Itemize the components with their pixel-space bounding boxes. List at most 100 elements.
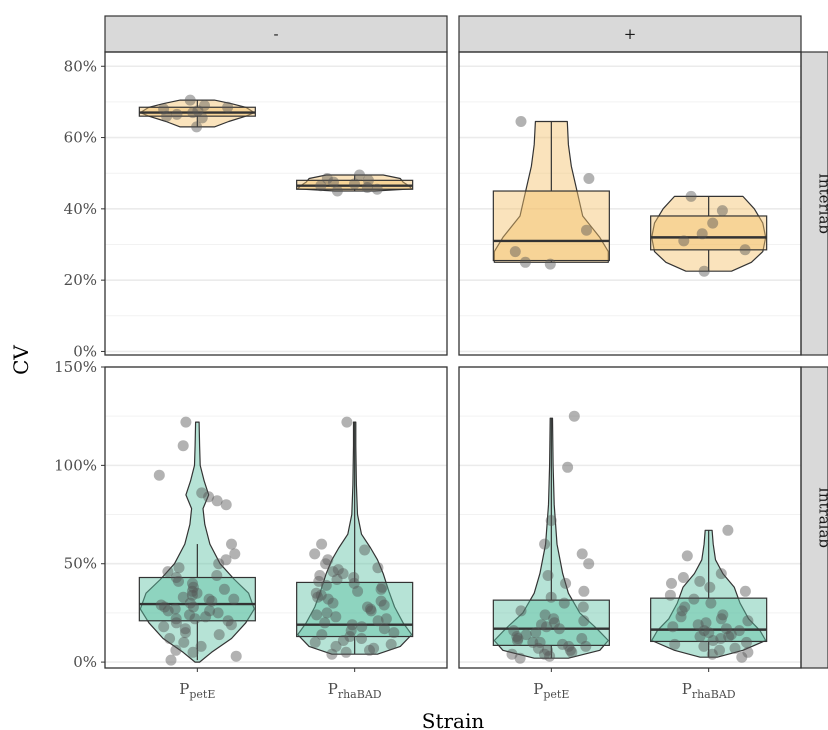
data-point — [322, 554, 334, 566]
data-point — [519, 256, 531, 268]
data-point — [715, 613, 727, 625]
data-point — [679, 601, 691, 613]
data-point — [553, 623, 565, 635]
data-point — [315, 589, 327, 601]
box-rect — [650, 597, 768, 643]
data-point — [385, 638, 397, 650]
data-point — [536, 619, 547, 631]
data-point — [311, 609, 323, 621]
data-point — [314, 570, 326, 581]
y-tick-label: 20% — [64, 271, 97, 289]
data-point — [675, 611, 687, 623]
data-point — [158, 103, 170, 115]
data-point — [319, 617, 331, 629]
y-tick-label: 100% — [54, 456, 97, 474]
data-point — [530, 627, 542, 639]
data-point — [583, 558, 595, 570]
data-point — [380, 613, 392, 625]
data-point — [341, 416, 353, 428]
data-point — [539, 609, 551, 621]
box-rect — [492, 599, 610, 646]
data-point — [548, 613, 560, 625]
y-tick-label: 0% — [73, 342, 97, 360]
data-point — [388, 627, 400, 639]
data-point — [506, 648, 518, 660]
column-strip-bg — [104, 15, 448, 53]
data-point — [346, 619, 358, 631]
data-point — [715, 568, 727, 580]
data-point — [368, 642, 380, 654]
data-point — [376, 581, 388, 593]
data-point — [541, 621, 552, 633]
row-strip-label: Intralab — [816, 487, 828, 548]
data-point — [716, 205, 728, 217]
data-point — [509, 246, 521, 258]
data-point — [180, 416, 192, 428]
panel-border — [104, 366, 448, 669]
data-point — [326, 648, 338, 660]
data-point — [563, 640, 575, 652]
data-point — [161, 110, 173, 122]
data-point — [218, 583, 230, 595]
data-point — [196, 487, 208, 499]
box-rect — [296, 581, 414, 638]
data-point — [678, 235, 690, 247]
data-point — [372, 615, 384, 627]
data-point — [310, 587, 322, 599]
y-tick-label: 80% — [64, 57, 97, 75]
data-point — [545, 591, 557, 603]
data-point — [162, 605, 174, 617]
data-point — [549, 617, 560, 629]
y-tick-label: 40% — [64, 200, 97, 218]
data-point — [365, 603, 376, 615]
data-point — [184, 94, 196, 106]
data-point — [225, 619, 237, 631]
data-point — [741, 636, 752, 648]
panel-border — [458, 51, 802, 356]
data-point — [372, 562, 384, 574]
data-point — [213, 558, 225, 570]
data-point — [568, 410, 580, 422]
data-point — [177, 591, 189, 603]
data-point — [558, 597, 570, 609]
data-point — [581, 224, 592, 236]
data-point — [320, 579, 332, 591]
data-point — [155, 599, 167, 611]
data-point — [200, 611, 212, 623]
data-point — [316, 629, 328, 641]
data-point — [164, 633, 176, 644]
data-point — [170, 617, 182, 629]
data-point — [520, 629, 532, 641]
data-point — [315, 180, 327, 192]
data-point — [199, 100, 210, 111]
data-point — [698, 265, 710, 277]
data-point — [187, 601, 199, 613]
data-point — [560, 577, 572, 589]
data-point — [667, 621, 679, 633]
data-point — [512, 635, 523, 646]
data-point — [681, 550, 693, 562]
data-point — [703, 627, 715, 639]
x-tick-label: PrhaBAD — [682, 680, 736, 701]
data-point — [545, 515, 557, 526]
data-point — [226, 538, 237, 550]
data-point — [159, 601, 171, 613]
data-point — [321, 607, 333, 619]
data-point — [211, 495, 223, 507]
data-point — [365, 605, 377, 617]
data-point — [539, 648, 550, 660]
data-point — [736, 651, 748, 663]
data-point — [228, 593, 240, 605]
data-point — [692, 619, 704, 631]
data-point — [677, 572, 689, 583]
data-point — [354, 169, 365, 181]
data-point — [700, 617, 712, 629]
data-point — [362, 174, 374, 186]
data-point — [189, 613, 201, 625]
data-point — [375, 595, 387, 607]
data-point — [566, 646, 578, 658]
data-point — [557, 638, 568, 650]
data-point — [676, 605, 688, 617]
data-point — [356, 621, 368, 633]
box-rect — [492, 190, 610, 262]
